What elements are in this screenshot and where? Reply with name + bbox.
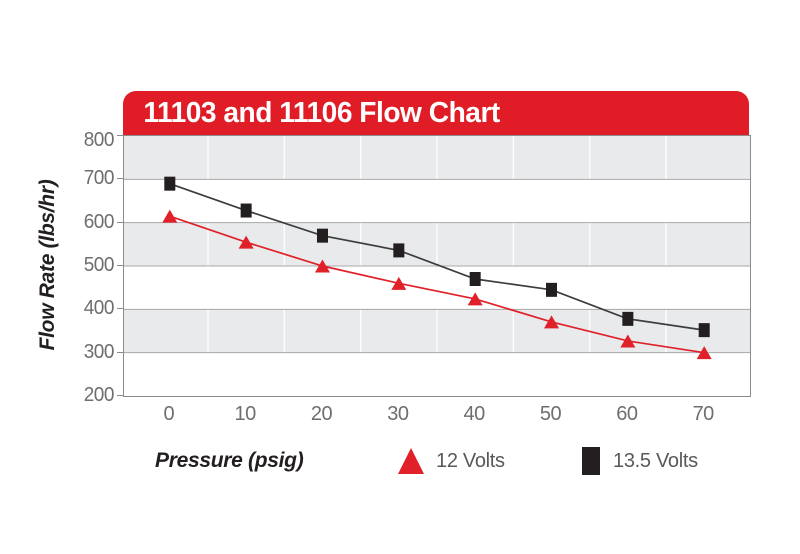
y-tick-mark [117, 221, 123, 223]
y-tick-mark [117, 178, 123, 180]
y-tick-label: 700 [83, 167, 115, 190]
x-tick-label: 40 [463, 403, 486, 425]
y-axis-title: Flow Rate (lbs/hr) [36, 179, 59, 351]
chart-title-banner: 11103 and 11106 Flow Chart [123, 91, 749, 135]
chart-plot-svg [124, 136, 750, 396]
data-point-triangle [238, 235, 254, 249]
data-point-square [698, 323, 710, 338]
red-triangle-legend-icon [398, 448, 424, 474]
x-axis-title: Pressure (psig) [155, 449, 304, 472]
legend-label-13-5-volts: 13.5 Volts [613, 450, 698, 472]
y-tick-label: 800 [83, 129, 115, 151]
data-point-square [622, 311, 634, 326]
y-tick-mark [117, 265, 123, 266]
data-point-square [393, 243, 405, 258]
x-tick-label: 10 [234, 403, 257, 425]
y-tick-mark [117, 395, 123, 396]
data-point-triangle [544, 315, 560, 329]
data-point-square [546, 282, 558, 297]
data-point-triangle [620, 334, 636, 348]
y-tick-mark [117, 351, 123, 353]
data-point-triangle [162, 209, 178, 223]
x-tick-label: 0 [163, 403, 175, 425]
series-line-square [169, 182, 705, 331]
legend-item-12-volts: 12 Volts [398, 447, 505, 475]
x-tick-label: 20 [310, 403, 333, 425]
x-tick-label: 50 [539, 403, 562, 425]
y-tick-label: 600 [83, 210, 115, 233]
x-tick-label: 70 [692, 403, 715, 425]
y-tick-mark [117, 135, 123, 136]
data-point-triangle [696, 346, 712, 360]
y-tick-mark [117, 308, 123, 310]
chart-title: 11103 and 11106 Flow Chart [143, 96, 500, 129]
data-point-triangle [467, 292, 483, 306]
x-tick-label: 60 [616, 403, 638, 425]
data-point-square [316, 228, 328, 243]
data-point-triangle [314, 259, 330, 273]
plot-area [123, 135, 751, 397]
y-tick-label: 400 [83, 297, 115, 320]
legend-item-13-5-volts: 13.5 Volts [582, 447, 698, 475]
data-point-square [240, 203, 252, 218]
legend-label-12-volts: 12 Volts [436, 450, 505, 472]
data-point-triangle [391, 276, 407, 290]
y-tick-label: 300 [83, 340, 115, 363]
data-point-square [469, 272, 481, 286]
y-tick-label: 500 [83, 254, 115, 276]
data-point-square [164, 176, 176, 191]
y-tick-label: 200 [83, 384, 115, 406]
black-square-legend-icon [582, 447, 600, 475]
series-line-triangle [169, 215, 705, 354]
x-tick-label: 30 [387, 403, 409, 425]
